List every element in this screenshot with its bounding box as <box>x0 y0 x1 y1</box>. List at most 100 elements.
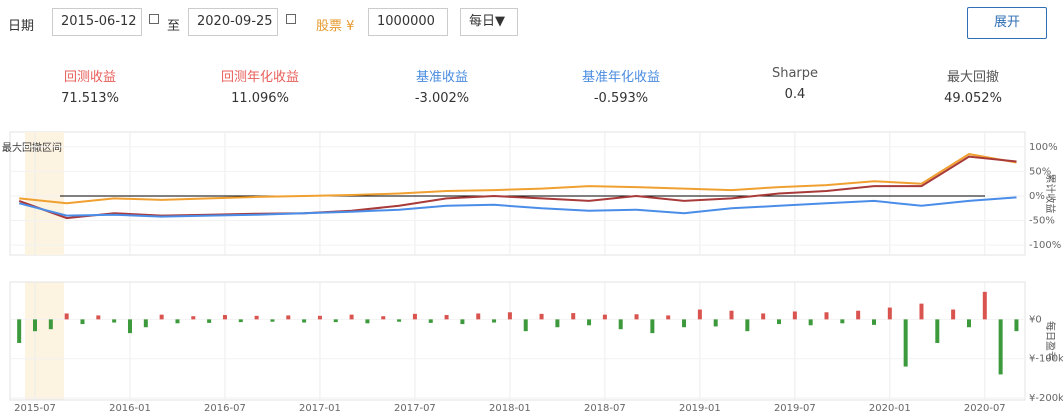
bar <box>539 313 544 320</box>
x-tick-label: 2020-07 <box>964 403 1006 414</box>
end-date-input[interactable]: 2020-09-25 <box>188 8 278 36</box>
bar <box>697 309 702 320</box>
frequency-select[interactable]: 每日▼ <box>460 8 518 36</box>
line-series <box>18 196 1017 218</box>
stat: 回测收益 71.513% <box>10 66 170 106</box>
x-tick-label: 2020-01 <box>869 403 911 414</box>
highlight-range <box>24 132 65 255</box>
bar <box>286 315 291 320</box>
bar <box>143 319 148 328</box>
y-tick-label: ¥-100k <box>1029 354 1063 365</box>
bar <box>191 316 196 320</box>
bar <box>397 319 402 322</box>
bar <box>808 319 813 326</box>
y-tick-label: 0% <box>1029 191 1045 202</box>
bar <box>238 319 243 323</box>
plot-frame <box>9 281 1026 401</box>
bar <box>476 313 481 320</box>
bar <box>412 313 417 320</box>
bar <box>729 310 734 320</box>
bar <box>302 319 307 323</box>
stat: 回测年化收益 11.096% <box>180 66 340 106</box>
bar <box>333 319 338 323</box>
bar <box>80 319 85 325</box>
stat-value: 0.4 <box>784 87 806 102</box>
bar <box>207 319 212 323</box>
bar <box>349 314 354 320</box>
bar <box>523 319 528 332</box>
date-label: 日期 <box>8 19 35 34</box>
stat-label: 最大回撤 <box>946 70 999 85</box>
bar <box>127 319 132 334</box>
bar <box>650 319 655 334</box>
toolbar: 日期 2015-06-12 至 2020-09-25 股票 ¥ 1000000 … <box>0 0 1063 48</box>
bar <box>428 319 433 323</box>
stat-label: 基准收益 <box>415 70 468 85</box>
stat: 最大回撤 49.052% <box>893 66 1053 106</box>
x-tick-label: 2015-07 <box>14 403 56 414</box>
bar <box>713 319 718 327</box>
bar <box>571 313 576 320</box>
capital-input[interactable]: 1000000 <box>368 8 448 36</box>
bar <box>840 319 845 324</box>
x-tick-label: 2018-01 <box>489 403 531 414</box>
line-series <box>19 153 1017 205</box>
bar <box>634 314 639 320</box>
bar <box>745 319 750 332</box>
calendar-icon[interactable] <box>286 14 296 24</box>
bar <box>856 310 861 320</box>
bar <box>492 319 497 323</box>
capital-label: 股票 ¥ <box>316 19 355 34</box>
bar <box>1014 319 1019 332</box>
bar <box>381 316 386 320</box>
start-date-input[interactable]: 2015-06-12 <box>52 8 142 36</box>
bar <box>966 319 971 328</box>
stat-label: 回测年化收益 <box>220 70 299 85</box>
bar <box>460 319 465 325</box>
stat: 基准年化收益 -0.593% <box>541 66 701 106</box>
bar <box>903 319 908 367</box>
bar <box>935 319 940 343</box>
y-tick-label: -50% <box>1029 216 1055 227</box>
bar <box>175 319 180 324</box>
y-tick-label: 50% <box>1029 166 1051 177</box>
stat-label: 基准年化收益 <box>581 70 660 85</box>
stat-value: 71.513% <box>61 91 119 106</box>
expand-button[interactable]: 展开 <box>967 7 1047 39</box>
bar <box>682 319 687 328</box>
x-tick-label: 2019-01 <box>679 403 721 414</box>
bar <box>254 315 259 320</box>
x-tick-label: 2017-01 <box>299 403 341 414</box>
bar <box>666 315 671 320</box>
bar <box>792 311 797 320</box>
bar <box>998 319 1003 375</box>
bar <box>222 315 227 320</box>
stat-value: -3.002% <box>414 91 470 106</box>
bar <box>982 291 987 320</box>
bar <box>777 319 782 325</box>
bar <box>761 313 766 320</box>
stat-value: 49.052% <box>944 91 1002 106</box>
bar <box>64 313 69 320</box>
y-tick-label: -100% <box>1029 240 1061 251</box>
x-tick-label: 2016-01 <box>109 403 151 414</box>
bar <box>444 315 449 320</box>
calendar-icon[interactable] <box>149 14 159 24</box>
bar <box>919 303 924 320</box>
y-tick-label: ¥0 <box>1029 314 1042 325</box>
stat-label: 回测收益 <box>63 70 116 85</box>
bar <box>112 319 117 323</box>
bar <box>951 309 956 320</box>
bar <box>365 319 370 324</box>
annotation: 最大回撤区间 <box>2 141 62 154</box>
y-axis-label: 每日盈亏 <box>1044 321 1057 361</box>
bar <box>887 307 892 320</box>
bar <box>555 319 560 328</box>
bar <box>871 319 876 325</box>
bar <box>159 314 164 320</box>
bar <box>618 319 623 330</box>
bar <box>33 319 37 332</box>
stat: Sharpe 0.4 <box>715 66 875 102</box>
bar <box>96 315 101 320</box>
